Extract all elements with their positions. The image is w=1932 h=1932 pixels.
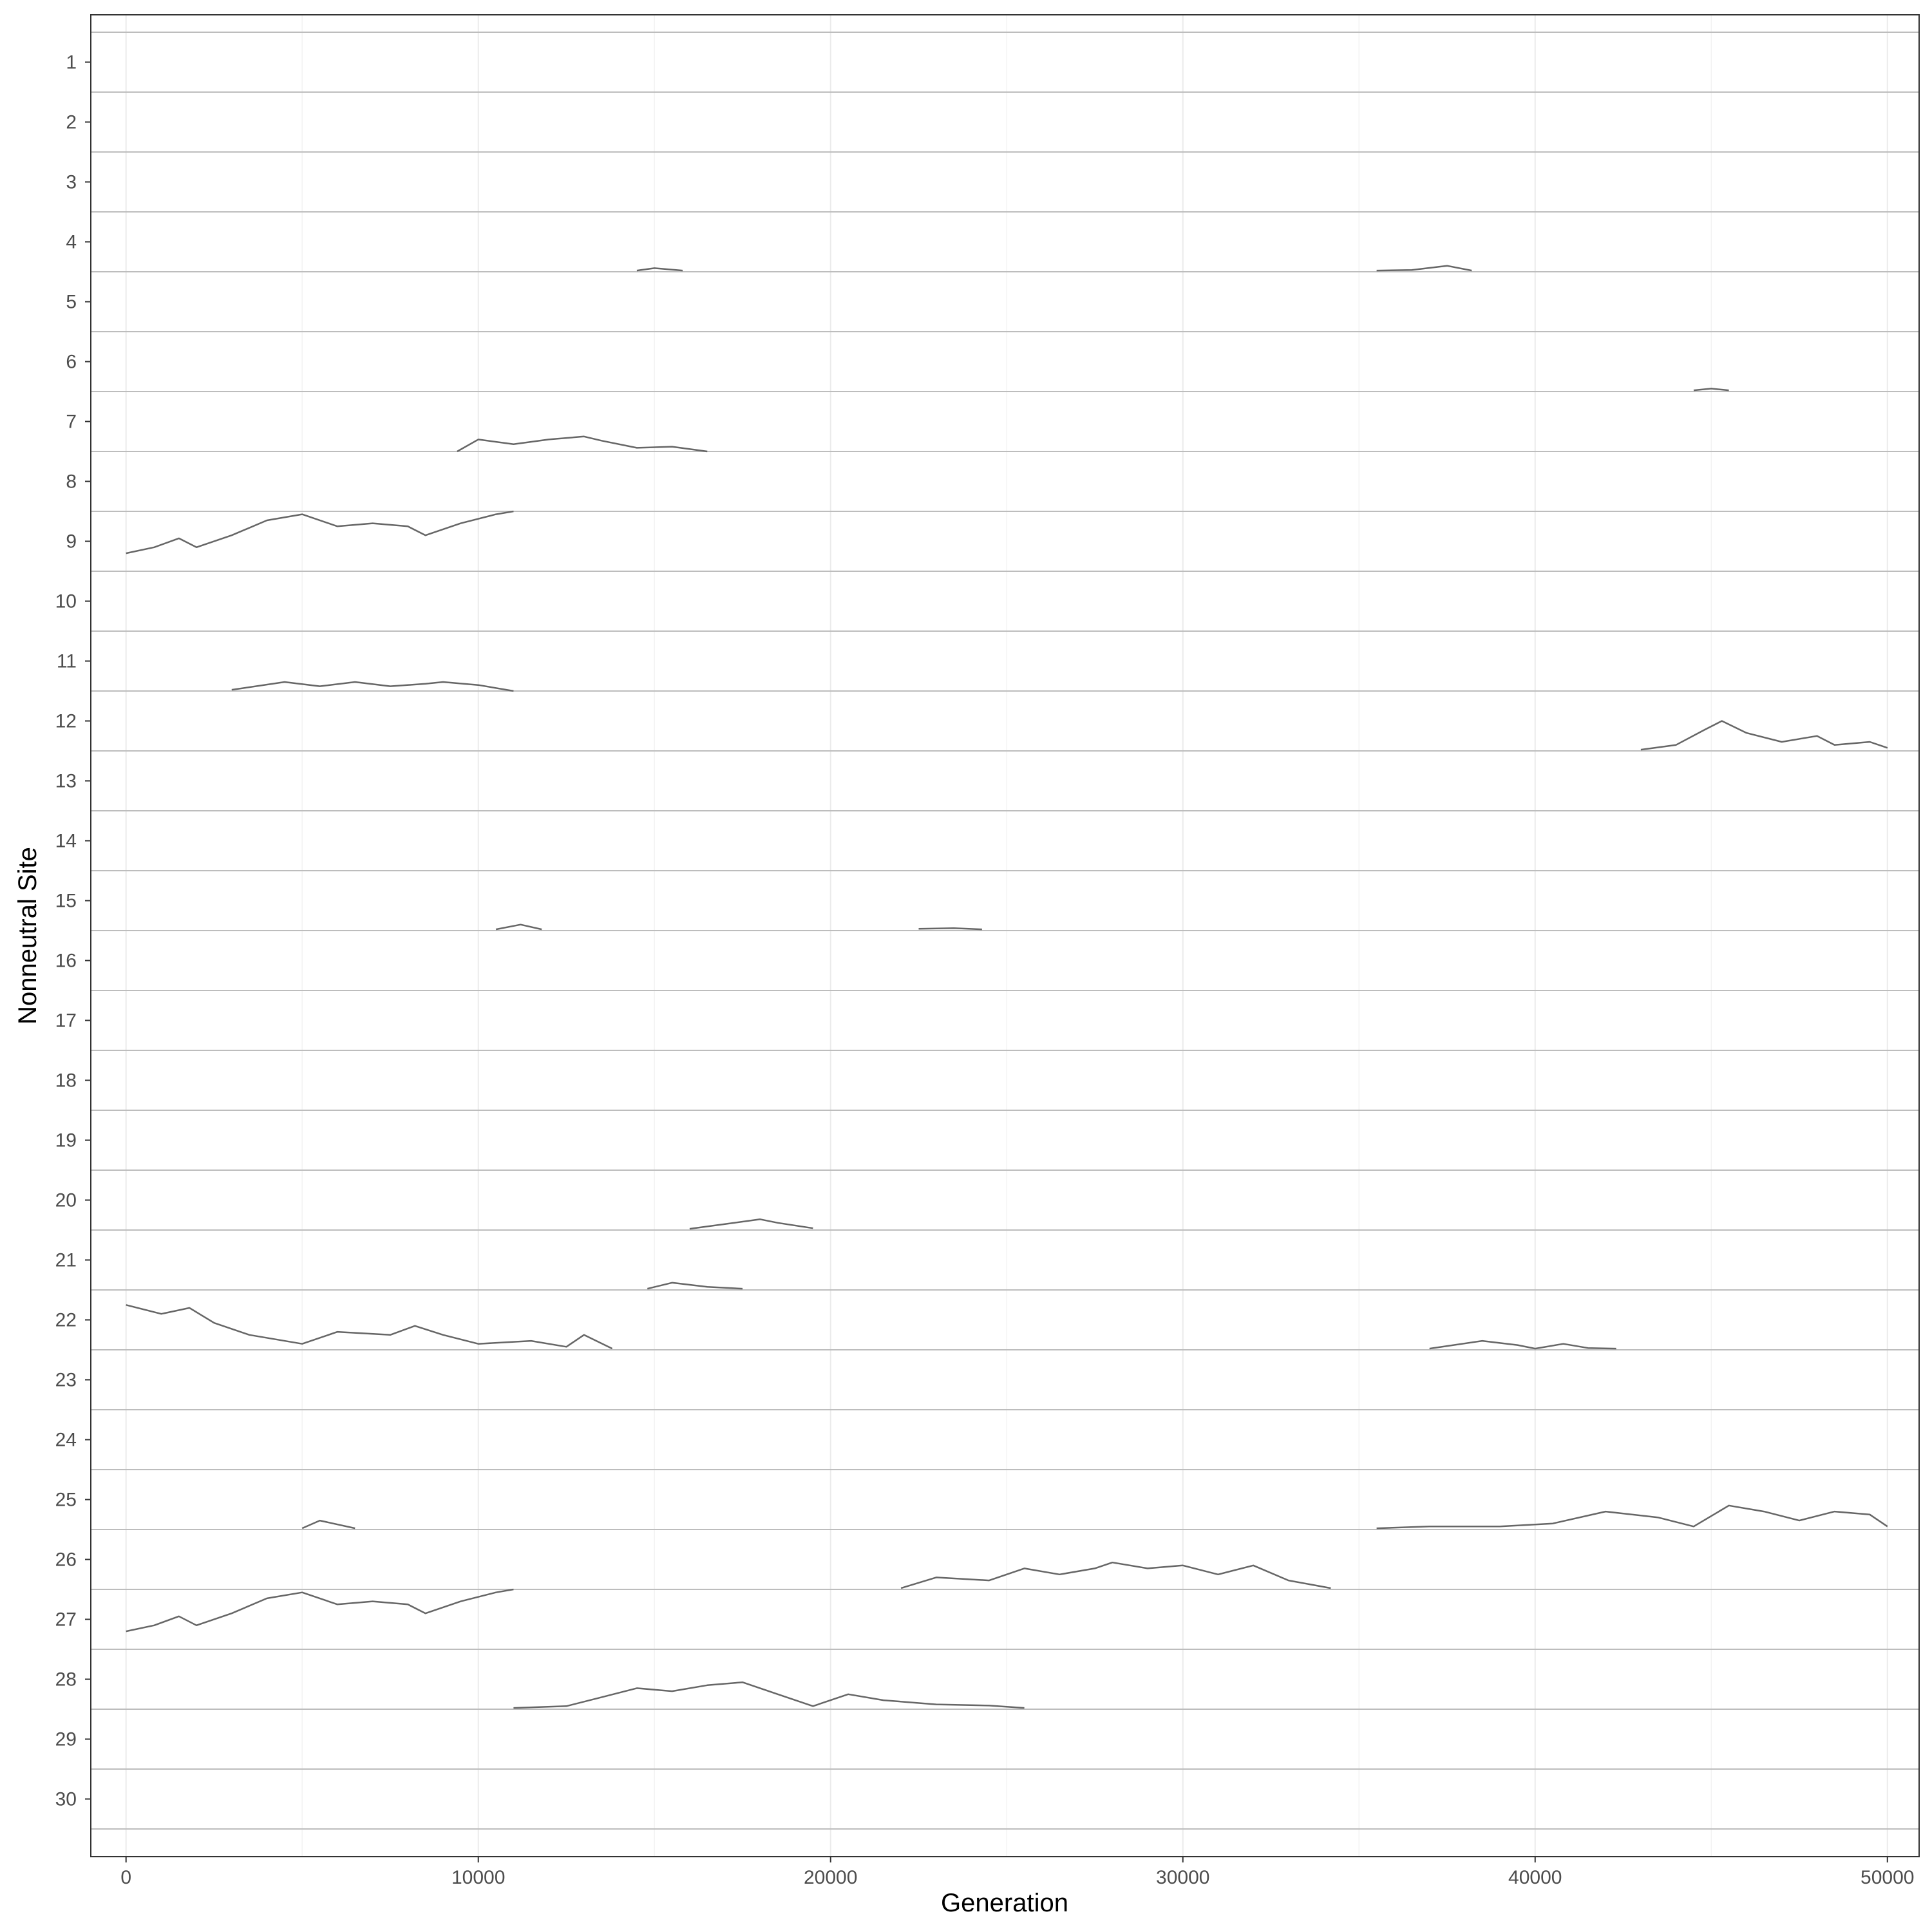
y-tick-label: 10 — [55, 591, 77, 612]
y-tick-label: 22 — [55, 1310, 77, 1331]
y-tick-label: 23 — [55, 1370, 77, 1391]
frequency-line-site-25 — [301, 1519, 355, 1530]
y-tick-label: 9 — [66, 531, 77, 553]
frequency-line-site-26 — [900, 1561, 1331, 1589]
panel-border — [90, 14, 1920, 1857]
y-tick-label: 15 — [55, 891, 77, 912]
y-tick-label: 28 — [55, 1669, 77, 1690]
panel-background — [91, 15, 1919, 1857]
frequency-line-site-22 — [126, 1304, 613, 1350]
gridlines — [125, 15, 1888, 1857]
y-tick-label: 12 — [55, 711, 77, 732]
y-tick-label: 16 — [55, 951, 77, 972]
y-tick-label: 21 — [55, 1250, 77, 1271]
frequency-line-site-27 — [126, 1588, 514, 1633]
x-axis: 0 10000 20000 30000 40000 50000 — [120, 1857, 1914, 1888]
y-tick-label: 13 — [55, 771, 77, 792]
y-tick-label: 18 — [55, 1070, 77, 1092]
frequency-line-site-4 — [636, 267, 683, 272]
frequency-line-site-4 — [1376, 265, 1472, 272]
x-tick-label: 40000 — [1508, 1867, 1562, 1888]
y-tick-label: 11 — [57, 651, 77, 672]
frequency-lines — [126, 265, 1888, 1709]
y-tick-label: 4 — [66, 232, 77, 253]
y-tick-label: 17 — [55, 1010, 77, 1032]
frequency-line-site-11 — [231, 681, 514, 692]
y-tick-label: 30 — [55, 1789, 77, 1810]
frequency-line-site-20 — [689, 1218, 813, 1230]
y-tick-label: 26 — [55, 1549, 77, 1571]
frequency-line-site-25 — [1376, 1504, 1888, 1530]
y-tick-label: 25 — [55, 1490, 77, 1511]
x-tick-label: 30000 — [1156, 1867, 1209, 1888]
x-tick-label: 0 — [120, 1867, 131, 1888]
site-bands — [91, 32, 1919, 1830]
frequency-line-site-15 — [918, 927, 982, 931]
frequency-line-site-22 — [1429, 1340, 1616, 1350]
y-tick-label: 8 — [66, 471, 77, 493]
y-tick-label: 6 — [66, 352, 77, 373]
frequency-line-site-15 — [495, 923, 542, 931]
frequency-line-site-7 — [457, 435, 708, 453]
y-tick-label: 20 — [55, 1190, 77, 1211]
y-tick-label: 2 — [66, 112, 77, 133]
y-tick-label: 1 — [66, 52, 77, 73]
y-axis-title: Nonneutral Site — [14, 847, 42, 1025]
x-axis-title: Generation — [941, 1889, 1068, 1917]
frequency-line-site-12 — [1640, 720, 1888, 751]
x-tick-label: 50000 — [1861, 1867, 1914, 1888]
y-tick-label: 29 — [55, 1729, 77, 1750]
y-tick-label: 7 — [66, 412, 77, 433]
x-tick-label: 10000 — [451, 1867, 505, 1888]
y-tick-label: 27 — [55, 1609, 77, 1631]
y-tick-label: 24 — [55, 1430, 77, 1451]
frequency-line-site-28 — [513, 1681, 1025, 1709]
y-tick-label: 14 — [55, 831, 77, 852]
y-tick-label: 5 — [66, 292, 77, 313]
y-axis: 1234567891011121314151617181920212223242… — [55, 52, 91, 1810]
frequency-line-site-9 — [126, 510, 514, 554]
frequency-line-site-21 — [647, 1282, 743, 1290]
y-tick-label: 19 — [55, 1130, 77, 1151]
y-tick-label: 3 — [66, 172, 77, 193]
frequency-line-site-6 — [1693, 388, 1729, 392]
x-tick-label: 20000 — [804, 1867, 857, 1888]
